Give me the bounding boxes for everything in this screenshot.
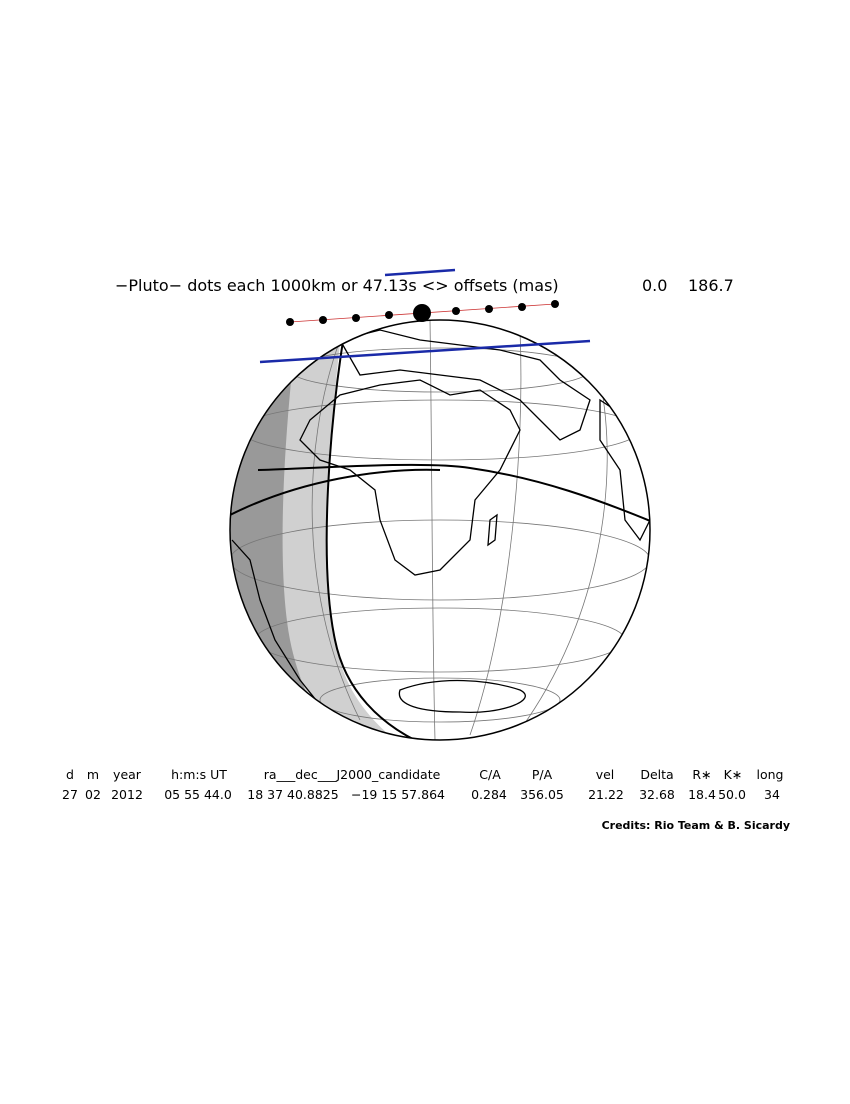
time-dots bbox=[286, 300, 559, 326]
column-header: d bbox=[66, 767, 74, 782]
column-header: K∗ bbox=[724, 767, 743, 782]
table-cell: 50.0 bbox=[718, 787, 746, 802]
offset-x: 0.0 bbox=[642, 276, 667, 295]
column-header: C/A bbox=[479, 767, 501, 782]
column-header: R∗ bbox=[692, 767, 711, 782]
column-header: Delta bbox=[640, 767, 673, 782]
table-cell: 32.68 bbox=[639, 787, 675, 802]
table-cell: 02 bbox=[85, 787, 101, 802]
column-header: long bbox=[757, 767, 784, 782]
column-header: P/A bbox=[532, 767, 553, 782]
table-cell: 27 bbox=[62, 787, 78, 802]
offset-y: 186.7 bbox=[688, 276, 734, 295]
table-cell: −19 15 57.864 bbox=[351, 787, 445, 802]
table-cell: 18 37 40.8825 bbox=[247, 787, 338, 802]
column-header: m bbox=[87, 767, 99, 782]
column-header: h:m:s UT bbox=[171, 767, 227, 782]
table-cell: 18.4 bbox=[688, 787, 716, 802]
table-cell: 0.284 bbox=[471, 787, 507, 802]
column-header: vel bbox=[596, 767, 615, 782]
table-cell: 21.22 bbox=[588, 787, 624, 802]
table-cell: 356.05 bbox=[520, 787, 564, 802]
shadow-track bbox=[259, 339, 591, 364]
table-cell: 2012 bbox=[111, 787, 143, 802]
title: −Pluto− dots each 1000km or 47.13s <> of… bbox=[115, 276, 559, 295]
table-cell: 05 55 44.0 bbox=[164, 787, 232, 802]
table-cell: 34 bbox=[764, 787, 780, 802]
globe bbox=[229, 319, 651, 741]
credits: Credits: Rio Team & B. Sicardy bbox=[602, 819, 790, 832]
column-header: ra___dec___J2000_candidate bbox=[264, 767, 441, 782]
chord-mark bbox=[384, 268, 456, 277]
column-header: year bbox=[113, 767, 142, 782]
